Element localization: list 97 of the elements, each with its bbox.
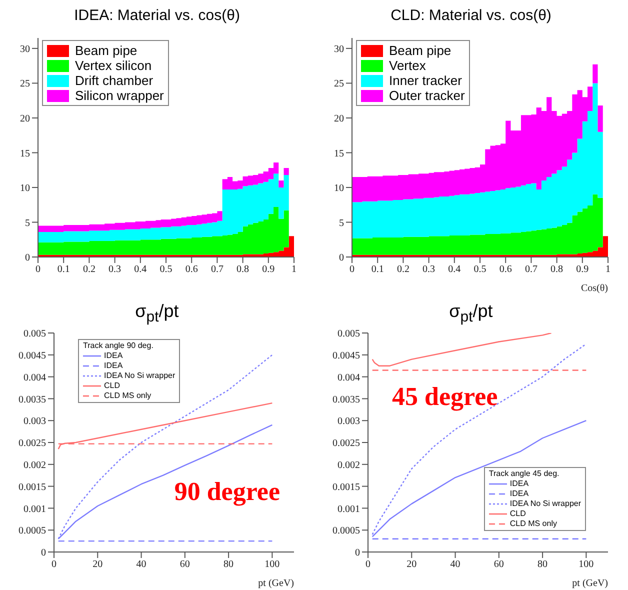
x-axis-title: Cos(θ) (580, 283, 608, 294)
x-tick-label: 40 (450, 559, 460, 570)
y-tick-label: 0.0015 (332, 482, 360, 493)
y-tick-label: 15 (334, 148, 344, 160)
legend-label: IDEA (510, 479, 529, 489)
x-tick-label: 100 (578, 559, 594, 570)
legend-label: CLD MS only (104, 391, 152, 401)
y-tick-label: 25 (20, 78, 30, 90)
legend-label: IDEA (510, 489, 529, 499)
legend-label: CLD MS only (510, 519, 557, 529)
y-tick-label: 0 (355, 548, 360, 559)
y-tick-label: 20 (20, 114, 30, 124)
x-tick-label: 60 (494, 559, 504, 570)
legend-label: Beam pipe (389, 43, 452, 58)
y-tick-label: 5 (339, 218, 344, 229)
y-tick-label: 0.002 (24, 460, 46, 471)
x-tick-label: 20 (406, 559, 417, 570)
y-tick-label: 15 (20, 148, 30, 160)
x-tick-label: 80 (224, 559, 234, 570)
x-tick-label: 0.1 (371, 264, 384, 276)
x-tick-label: 0.3 (108, 264, 122, 276)
chart-title: σ$_{pt}$/pt (134, 300, 180, 327)
y-tick-label: 0 (25, 252, 30, 264)
y-tick-label: 0.003 (338, 416, 360, 428)
y-tick-label: 10 (20, 183, 30, 194)
y-tick-label: 25 (334, 78, 344, 90)
y-tick-label: 0.0045 (332, 350, 360, 362)
x-tick-label: 0.1 (57, 264, 70, 276)
legend-label: Vertex (389, 58, 426, 73)
legend-label: Inner tracker (389, 73, 462, 88)
y-tick-label: 0.003 (24, 416, 46, 428)
y-tick-label: 0 (339, 252, 344, 264)
annotation: 45 degree (392, 382, 498, 412)
y-tick-label: 0.005 (338, 328, 360, 340)
y-tick-label: 0.004 (24, 372, 46, 384)
x-tick-label: 0.9 (262, 264, 275, 276)
x-tick-label: 0.2 (82, 264, 96, 276)
x-tick-label: 0.3 (422, 264, 436, 276)
x-tick-label: 80 (538, 559, 548, 570)
x-axis-title: pt (GeV) (258, 578, 294, 589)
chart-title: IDEA: Material vs. cos(θ) (73, 6, 241, 26)
y-tick-label: 0.004 (338, 372, 360, 384)
legend-label: Vertex silicon (75, 58, 152, 73)
y-tick-label: 0.0035 (18, 394, 46, 406)
x-tick-label: 100 (264, 559, 280, 570)
y-tick-label: 30 (334, 44, 344, 55)
y-tick-label: 0.0005 (18, 526, 46, 537)
x-tick-label: 0.7 (210, 264, 224, 276)
x-axis-title: pt (GeV) (572, 578, 608, 589)
x-tick-label: 0.8 (236, 264, 250, 276)
x-tick-label: 0.8 (550, 264, 564, 276)
y-tick-label: 0.0025 (18, 438, 46, 450)
y-tick-label: 0.0005 (332, 526, 360, 537)
y-tick-label: 0.001 (338, 504, 360, 515)
x-tick-label: 1 (606, 264, 610, 276)
legend-label: Drift chamber (75, 73, 154, 88)
y-tick-label: 0 (41, 548, 46, 559)
x-tick-label: 60 (180, 559, 190, 570)
legend-label: Outer tracker (389, 88, 465, 103)
x-tick-label: 0.5 (160, 264, 172, 276)
y-tick-label: 5 (25, 218, 30, 229)
y-tick-label: 0.005 (24, 328, 46, 340)
legend-label: IDEA (104, 351, 123, 361)
x-tick-label: 0.7 (524, 264, 538, 276)
legend-label: IDEA No Si wrapper (510, 499, 581, 509)
legend-label: IDEA No Si wrapper (104, 371, 176, 381)
x-tick-label: 0.6 (185, 264, 198, 276)
y-tick-label: 10 (334, 183, 344, 194)
y-tick-label: 0.0025 (332, 438, 360, 450)
x-tick-label: 40 (136, 559, 146, 570)
x-tick-label: 0 (366, 559, 370, 570)
x-tick-label: 20 (92, 559, 103, 570)
y-tick-label: 20 (334, 114, 344, 124)
x-tick-label: 0.4 (448, 264, 461, 276)
chart-title: σ$_{pt}$/pt (448, 300, 494, 327)
x-tick-label: 0.5 (474, 264, 486, 276)
x-tick-label: 0.9 (576, 264, 589, 276)
y-tick-label: 0.001 (24, 504, 46, 515)
y-tick-label: 0.0035 (332, 394, 360, 406)
x-tick-label: 0 (52, 559, 56, 570)
y-tick-label: 0.002 (338, 460, 360, 471)
y-tick-label: 0.0045 (18, 350, 46, 362)
annotation: 90 degree (174, 477, 280, 507)
legend-title: Track angle 45 deg. (488, 469, 560, 479)
x-tick-label: 0.4 (134, 264, 147, 276)
chart-title: CLD: Material vs. cos(θ) (390, 6, 552, 26)
legend-label: Beam pipe (75, 43, 138, 58)
x-tick-label: 1 (292, 264, 296, 276)
y-tick-label: 0.0015 (18, 482, 46, 493)
x-tick-label: 0.2 (396, 264, 410, 276)
x-tick-label: 0.6 (499, 264, 512, 276)
y-tick-label: 30 (20, 44, 30, 55)
legend-label: Silicon wrapper (75, 88, 164, 103)
legend-label: IDEA (104, 361, 123, 371)
legend-label: CLD (510, 509, 526, 519)
legend-label: CLD (104, 381, 120, 391)
legend-title: Track angle 90 deg. (83, 341, 154, 351)
